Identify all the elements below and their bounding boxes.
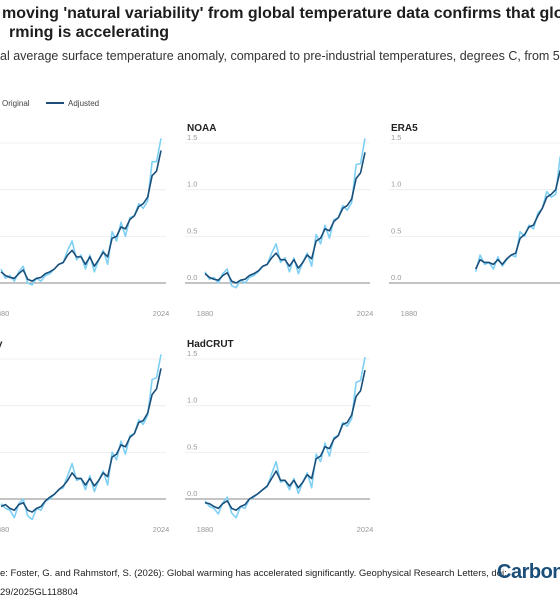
legend-label: Adjusted — [68, 99, 99, 108]
panel-title: NOAA — [187, 123, 216, 134]
source: 29/2025GL118804 — [0, 587, 78, 598]
x-tick-label: 2024 — [153, 525, 170, 534]
y-tick-label: 0.5 — [187, 442, 197, 451]
title-line: moving 'natural variability' from global… — [2, 5, 560, 22]
x-tick-label: 2024 — [153, 309, 170, 318]
logo: CarbonB — [497, 561, 560, 583]
series-line: Adjusted — [0, 368, 162, 513]
series-line: Adjusted — [204, 370, 366, 511]
y-tick-label: 1.0 — [391, 180, 401, 189]
y-tick-label: 0.0 — [391, 273, 401, 282]
series-line: Adjusted — [0, 150, 162, 282]
x-tick-label: 1880 — [197, 309, 214, 318]
panel-title: ERA5 — [391, 123, 418, 134]
y-tick-label: 0.5 — [391, 226, 401, 235]
y-tick-label: 0.0 — [187, 273, 197, 282]
panel-title: kley — [0, 339, 3, 350]
y-tick-label: 0.5 — [187, 226, 197, 235]
series-line: Original — [0, 354, 162, 521]
series-line: Original — [204, 357, 366, 519]
x-tick-label: 1880 — [401, 309, 418, 318]
x-tick-label: 2024 — [357, 309, 374, 318]
x-tick-label: 1880 — [0, 309, 9, 318]
x-tick-label: 2024 — [357, 525, 374, 534]
panel-title: HadCRUT — [187, 339, 234, 350]
x-tick-label: 1880 — [0, 525, 9, 534]
series-line: Adjusted — [474, 169, 560, 270]
legend-label: Original — [2, 99, 30, 108]
y-tick-label: 1.0 — [187, 180, 197, 189]
x-tick-label: 1880 — [197, 525, 214, 534]
y-tick-label: 0.0 — [187, 489, 197, 498]
y-tick-label: 1.5 — [187, 133, 197, 142]
series-line: Adjusted — [204, 152, 366, 284]
title-line: rming is accelerating — [9, 24, 169, 41]
subtitle: al average surface temperature anomaly, … — [0, 49, 560, 63]
y-tick-label: 1.0 — [187, 396, 197, 405]
y-tick-label: 1.5 — [187, 349, 197, 358]
series-line: Original — [474, 156, 560, 273]
source: e: Foster, G. and Rahmstorf, S. (2026): … — [0, 568, 507, 579]
y-tick-label: 1.5 — [391, 133, 401, 142]
